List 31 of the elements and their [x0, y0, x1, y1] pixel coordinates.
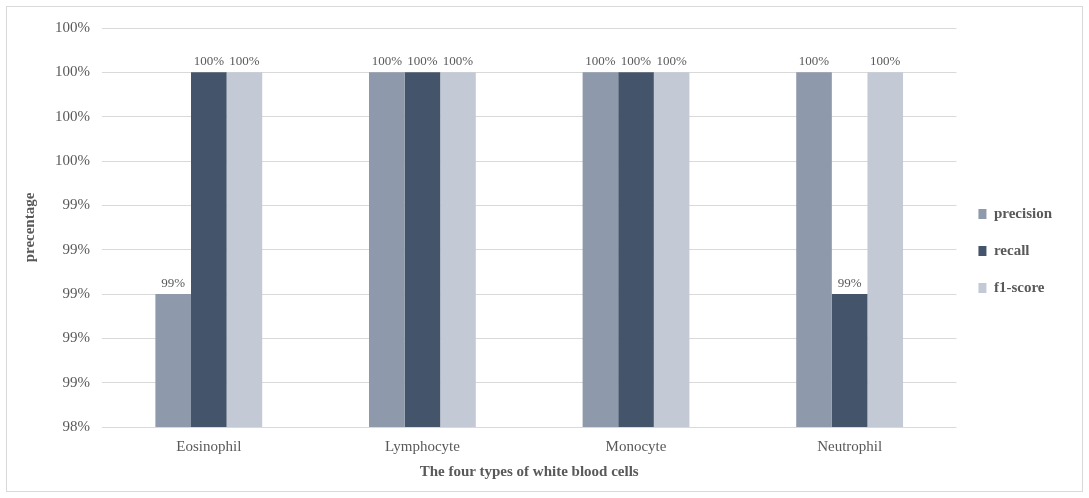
data-label: 100% — [229, 53, 260, 69]
data-label: 100% — [442, 53, 474, 69]
y-tick-label: 100% — [55, 107, 90, 124]
y-tick-label: 99% — [62, 373, 90, 390]
x-tick-label: Monocyte — [605, 437, 667, 454]
data-label: 100% — [193, 53, 225, 69]
y-tick-label: 99% — [62, 240, 90, 257]
y-tick-label: 100% — [55, 151, 90, 168]
legend-label: f1-score — [993, 278, 1045, 295]
x-tick-label: Neutrophil — [817, 437, 883, 454]
x-axis-title: The four types of white blood cells — [419, 462, 639, 479]
data-label: 100% — [656, 53, 687, 69]
data-label: 100% — [585, 53, 616, 69]
y-tick-label: 99% — [62, 284, 90, 301]
data-label: 100% — [407, 53, 438, 69]
x-tick-label: Lymphocyte — [384, 437, 461, 454]
data-label: 100% — [620, 53, 652, 69]
legend-label: recall — [993, 241, 1030, 258]
y-tick-label: 99% — [62, 329, 90, 346]
data-label: 100% — [798, 53, 830, 69]
data-label: 100% — [371, 53, 403, 69]
data-label: 99% — [161, 274, 186, 290]
x-tick-label: Eosinophil — [176, 437, 242, 454]
y-tick-label: 100% — [55, 63, 90, 80]
y-axis-title: precentage — [20, 192, 37, 263]
data-label: 100% — [870, 53, 901, 69]
legend-label: precision — [993, 204, 1053, 221]
y-tick-label: 99% — [62, 196, 90, 213]
y-tick-label: 98% — [62, 417, 90, 434]
y-tick-label: 100% — [55, 18, 90, 35]
data-label: 99% — [837, 274, 862, 290]
